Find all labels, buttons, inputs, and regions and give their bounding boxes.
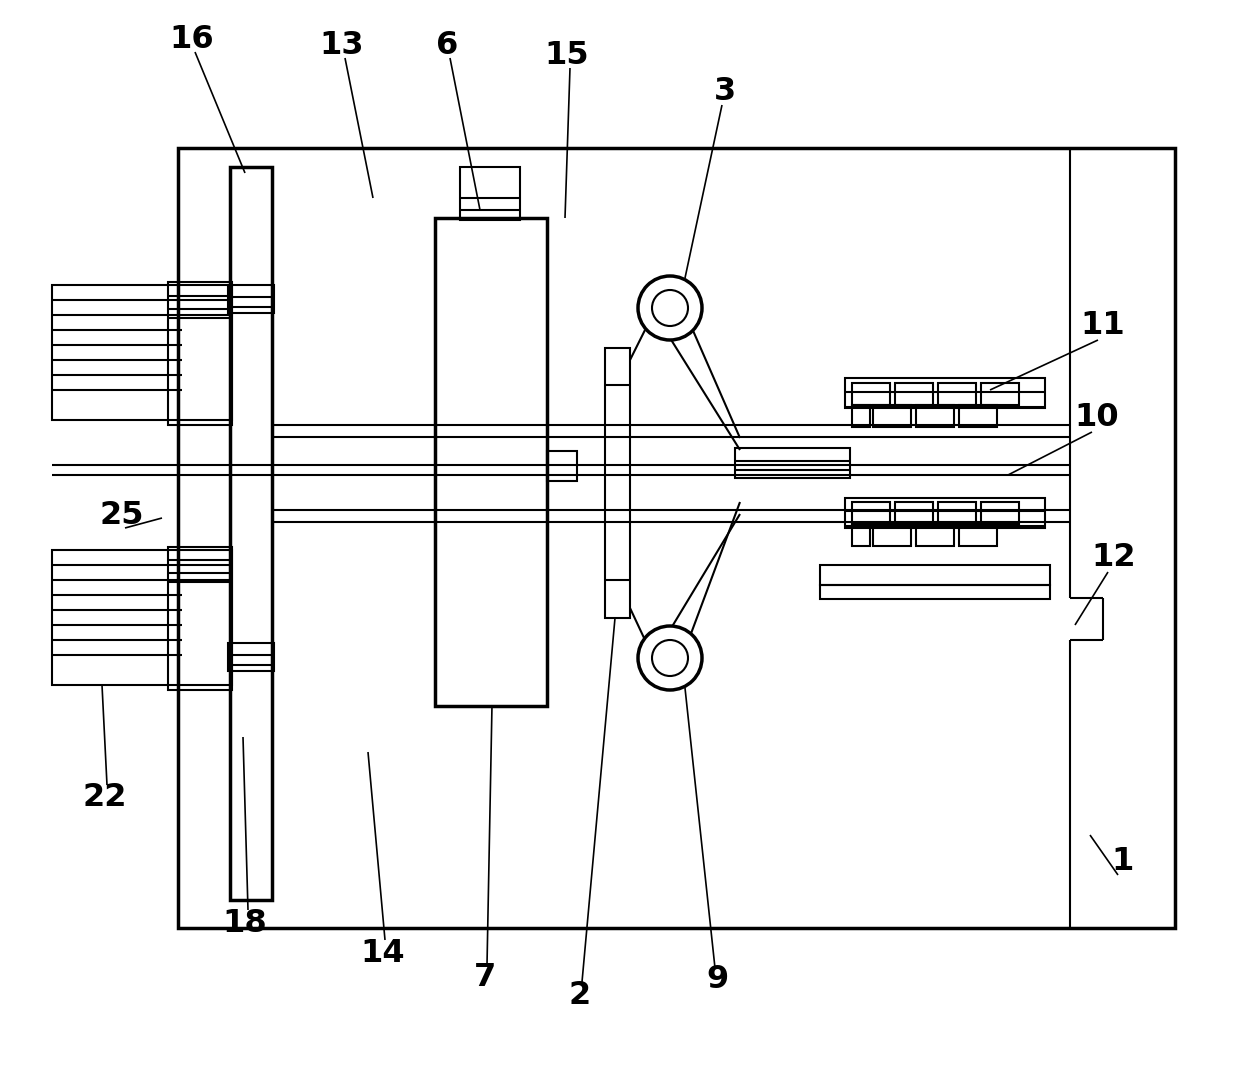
Bar <box>228 285 274 313</box>
Bar <box>916 524 954 546</box>
Text: 25: 25 <box>99 500 144 531</box>
Bar <box>959 524 997 546</box>
Bar <box>167 282 232 425</box>
Bar <box>547 451 577 481</box>
Bar <box>852 524 870 546</box>
Bar <box>228 642 274 671</box>
Bar <box>873 524 911 546</box>
Bar <box>895 502 932 524</box>
Bar <box>820 566 1050 585</box>
Bar <box>52 285 232 420</box>
Bar <box>820 585 1050 599</box>
Bar <box>844 378 1045 408</box>
Bar <box>895 383 932 405</box>
Text: 16: 16 <box>170 24 215 55</box>
Bar <box>605 348 630 618</box>
Bar <box>852 405 870 427</box>
Bar <box>435 218 547 706</box>
Bar <box>852 502 890 524</box>
Text: 11: 11 <box>1080 310 1126 341</box>
Bar <box>179 148 1176 928</box>
Text: 6: 6 <box>436 30 458 61</box>
Bar <box>460 167 520 220</box>
Bar <box>735 448 849 478</box>
Circle shape <box>652 640 688 676</box>
Text: 1: 1 <box>1112 846 1135 877</box>
Text: 12: 12 <box>1091 542 1136 573</box>
Bar <box>52 549 232 685</box>
Bar <box>873 405 911 427</box>
Bar <box>167 547 232 690</box>
Bar <box>937 502 976 524</box>
Text: 10: 10 <box>1075 403 1120 434</box>
Text: 13: 13 <box>320 30 365 61</box>
Bar <box>981 502 1019 524</box>
Text: 14: 14 <box>361 938 405 969</box>
Bar <box>916 405 954 427</box>
Circle shape <box>652 290 688 326</box>
Text: 18: 18 <box>223 908 268 939</box>
Text: 3: 3 <box>714 76 737 107</box>
Bar <box>229 167 272 900</box>
Text: 2: 2 <box>569 979 591 1010</box>
Bar <box>937 383 976 405</box>
Text: 9: 9 <box>706 964 728 995</box>
Text: 22: 22 <box>83 783 128 814</box>
Bar <box>959 405 997 427</box>
Bar <box>981 383 1019 405</box>
Bar <box>852 383 890 405</box>
Bar <box>844 498 1045 528</box>
Circle shape <box>639 276 702 340</box>
Circle shape <box>639 626 702 690</box>
Text: 15: 15 <box>544 40 589 71</box>
Text: 7: 7 <box>474 962 496 993</box>
